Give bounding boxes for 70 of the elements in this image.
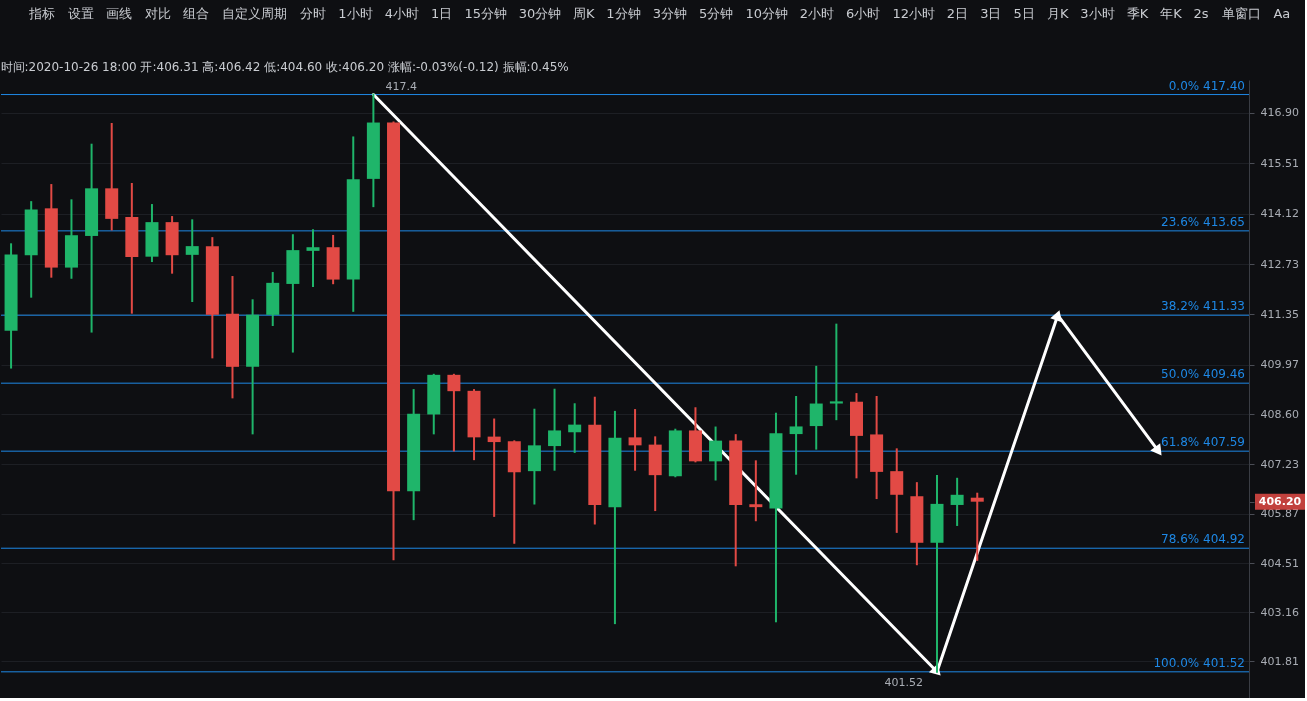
text: 10分钟 — [745, 6, 789, 21]
text: 6小时 — [846, 6, 881, 21]
text: 3分钟 — [652, 6, 687, 21]
annotation: 417.4 — [385, 79, 417, 93]
text: 分时 — [299, 6, 326, 21]
y-tick-label: 414.12 — [1260, 207, 1299, 221]
y-tick-label: 412.73 — [1260, 257, 1299, 271]
ref-line-label: 23.6% 413.65 — [1161, 214, 1245, 229]
text: 2s — [1193, 6, 1209, 21]
y-tick-label: 403.16 — [1260, 605, 1299, 619]
text: 15分钟 — [464, 6, 508, 21]
ref-line-label: 61.8% 407.59 — [1161, 435, 1245, 450]
text: 对比 — [144, 6, 171, 21]
y-tick-label: 401.81 — [1260, 654, 1299, 668]
text: 季K — [1126, 6, 1149, 21]
text: 2日 — [946, 6, 969, 21]
text: 12小时 — [892, 6, 936, 21]
ref-line-label: 78.6% 404.92 — [1161, 532, 1245, 547]
point — [1150, 443, 1162, 456]
text: 设置 — [67, 6, 94, 21]
candlestick — [306, 229, 320, 288]
ref-line-label: 100.0% 401.52 — [1153, 655, 1245, 670]
candlestick — [950, 477, 964, 526]
text: 画线 — [106, 6, 133, 21]
text: 组合 — [183, 6, 210, 21]
candlestick — [709, 426, 723, 481]
candlestick — [548, 388, 562, 471]
text: 5分钟 — [699, 6, 734, 21]
text: 3小时 — [1080, 6, 1115, 21]
y-tick-label: 407.23 — [1260, 457, 1299, 471]
candlestick — [749, 460, 763, 522]
y-tick-label: 405.87 — [1260, 507, 1299, 521]
candlestick — [628, 409, 642, 471]
y-tick-label: 406.20 — [1258, 494, 1302, 508]
y-tick-label: 416.90 — [1260, 106, 1299, 120]
candlestick — [829, 323, 843, 421]
candlestick — [890, 448, 904, 533]
y-tick-label: 411.35 — [1260, 307, 1299, 321]
text: 单窗口 — [1221, 6, 1261, 21]
text: 3日 — [980, 6, 1002, 21]
text: 1小时 — [338, 6, 373, 21]
candlestick — [185, 219, 199, 303]
candlestick — [809, 365, 823, 450]
y-tick-label: 415.51 — [1260, 156, 1299, 170]
text: 年K — [1160, 6, 1183, 21]
text: 自定义周期 — [222, 6, 288, 21]
text: 5日 — [1013, 6, 1035, 21]
candlestick — [970, 492, 984, 561]
text: 月K — [1046, 6, 1069, 21]
y-tick-label: 404.51 — [1260, 556, 1299, 570]
text: 1日 — [431, 6, 453, 21]
chart-title: 时间:2020-10-26 18:00 开:406.31 高:406.42 低:404.60 收:406.20 涨幅:-0.03%(-0.12) 振幅:0.45% — [0, 59, 569, 74]
ref-line-label: 0.0% 417.40 — [1168, 78, 1245, 93]
ref-line-label: 38.2% 411.33 — [1161, 299, 1245, 314]
text: 1分钟 — [606, 6, 641, 21]
text: 4小时 — [384, 6, 419, 21]
text: 30分钟 — [518, 6, 562, 21]
ref-line-label: 50.0% 409.46 — [1161, 367, 1245, 382]
text: 2小时 — [799, 6, 834, 21]
text: 指标 — [28, 6, 55, 21]
annotation: 401.52 — [884, 675, 923, 689]
text: Aa — [1273, 6, 1291, 21]
point — [1050, 310, 1062, 323]
y-tick-label: 409.97 — [1260, 358, 1299, 372]
candlestick — [447, 373, 461, 452]
y-tick-label: 408.60 — [1260, 407, 1299, 421]
candlestick — [568, 403, 582, 453]
candlestick — [789, 396, 803, 475]
text: 周K — [572, 6, 595, 21]
candlestick — [487, 418, 501, 517]
